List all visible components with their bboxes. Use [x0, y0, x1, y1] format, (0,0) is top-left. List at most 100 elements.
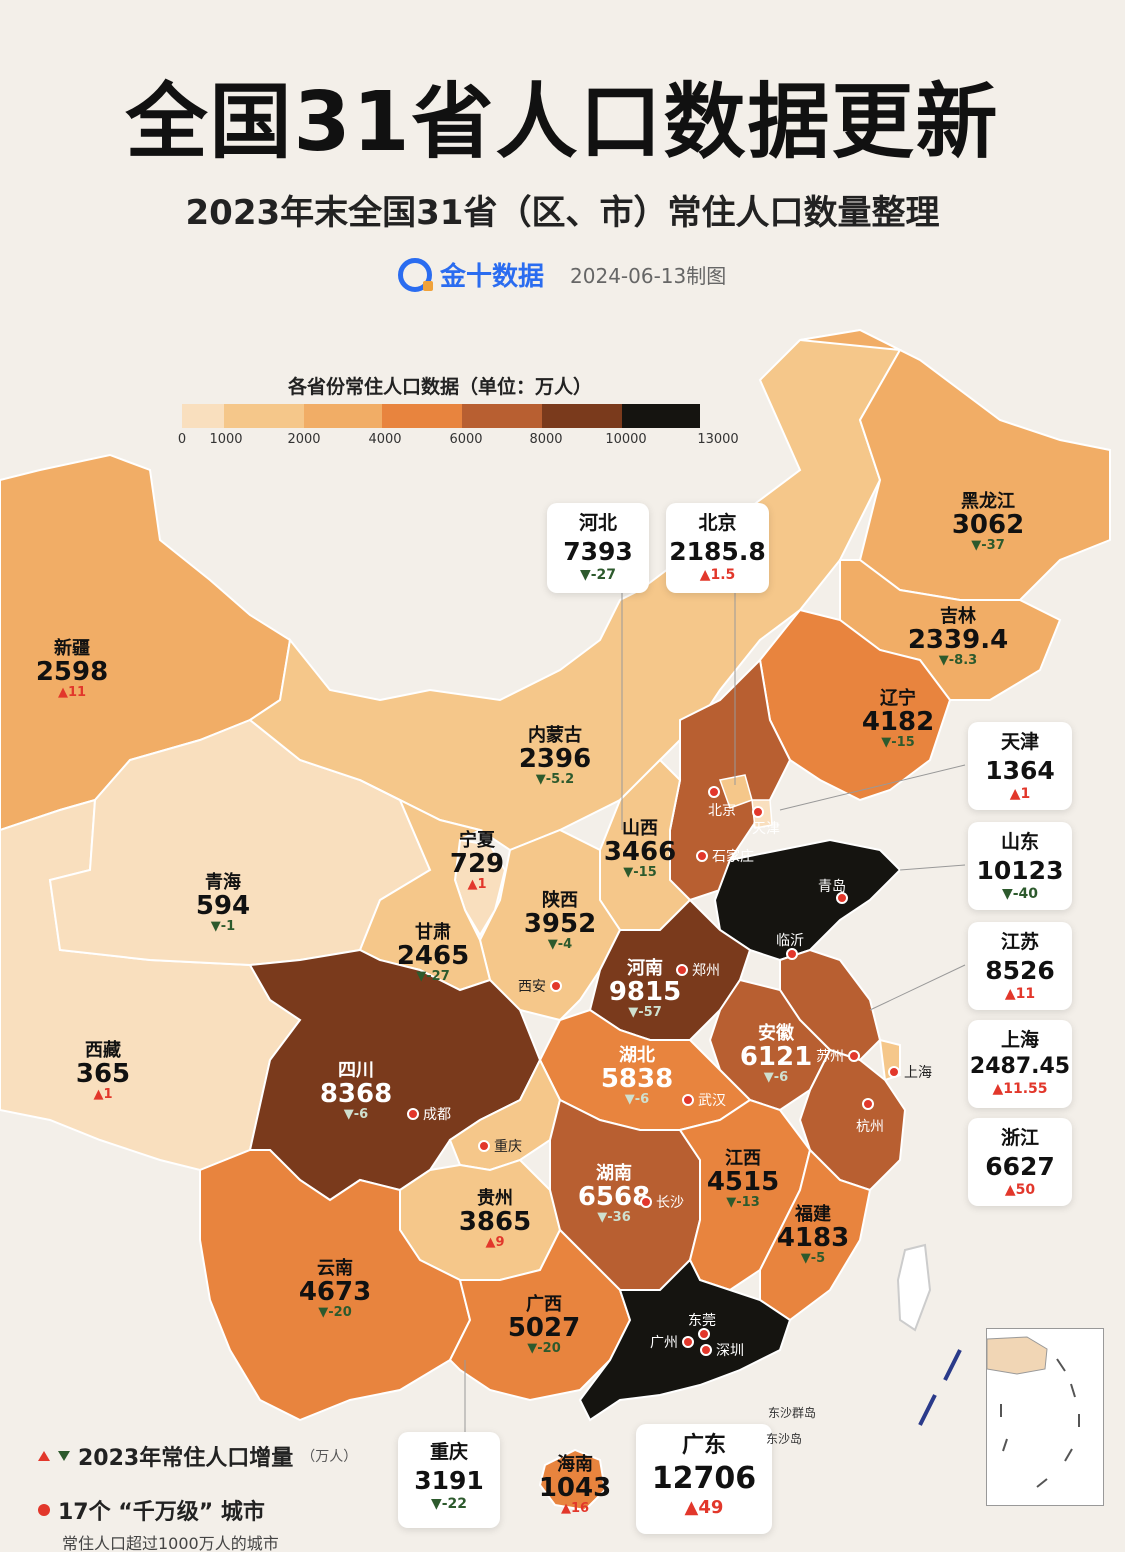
province-label-xizang: 西藏 365 ▲1 [75, 1041, 131, 1103]
province-name: 陕西 [542, 890, 578, 911]
legend-tick: 10000 [605, 432, 647, 447]
city-beijing-label: 北京 [708, 803, 736, 819]
province-name: 湖南 [596, 1163, 632, 1184]
city-chongqing: 重庆 [478, 1136, 522, 1156]
province-value: 6627 [985, 1151, 1055, 1181]
province-change: ▼-22 [430, 1496, 468, 1513]
city-hangzhou: 杭州 [856, 1119, 884, 1135]
leader-line-tianjin [779, 764, 966, 811]
province-value: 5027 [507, 1312, 581, 1343]
callout-guangdong: 广东 12706 ▲49 [636, 1424, 772, 1534]
province-change: ▼-20 [527, 1341, 561, 1357]
province-change: ▲11 [57, 685, 87, 701]
province-change: ▼-4 [547, 937, 573, 953]
province-change: ▲11 [1004, 986, 1036, 1003]
region-fujian [759, 1148, 872, 1322]
province-change: ▼-37 [971, 538, 1005, 554]
province-value: 729 [449, 848, 505, 879]
province-change: ▼-20 [318, 1305, 352, 1321]
province-change: ▲16 [560, 1501, 590, 1517]
province-change: ▼-15 [623, 865, 657, 881]
legend-ticks: 0 1000 2000 4000 6000 8000 10000 13000 [170, 432, 750, 452]
province-name: 天津 [1000, 731, 1039, 753]
province-name: 河北 [578, 512, 617, 534]
province-change: ▼-13 [726, 1195, 760, 1211]
city-chengdu: 成都 [407, 1104, 451, 1124]
province-change: ▼-1 [210, 919, 236, 935]
increase-unit: （万人） [301, 1449, 358, 1465]
province-name: 江西 [725, 1148, 761, 1169]
page-subtitle: 2023年末全国31省（区、市）常住人口数量整理 [185, 193, 940, 233]
province-name: 上海 [1000, 1029, 1039, 1051]
province-value: 4673 [298, 1276, 372, 1307]
province-value: 4182 [861, 706, 935, 737]
megacity-note: 常住人口超过1000万人的城市 [62, 1534, 279, 1552]
legend-swatch [182, 404, 224, 428]
city-dot-icon [682, 1336, 694, 1348]
city-changsha: 长沙 [640, 1192, 684, 1212]
province-label-jiangxi: 江西 4515 ▼-13 [707, 1148, 779, 1211]
province-change: ▲1 [93, 1087, 113, 1103]
province-value: 12706 [651, 1461, 757, 1497]
city-qingdao: 青岛 [818, 879, 846, 895]
province-change: ▲1.5 [699, 567, 736, 584]
province-value: 4183 [776, 1222, 850, 1253]
region-hainan [538, 1448, 607, 1512]
province-label-heilongjiang: 黑龙江 3062 ▼-37 [951, 492, 1025, 554]
increase-up-icon [38, 1451, 50, 1461]
increase-label: 2023年常住人口增量 [78, 1446, 294, 1471]
city-dongguan-marker [698, 1328, 710, 1340]
province-name: 河南 [627, 958, 663, 979]
province-label-liaoning: 辽宁 4182 ▼-15 [861, 689, 935, 750]
leader-line-jiangsu [869, 964, 966, 1011]
label-dongsha-islands: 东沙群岛 [768, 1406, 817, 1420]
city-dot-icon [478, 1140, 490, 1152]
city-dot-icon [696, 850, 708, 862]
province-value: 2185.8 [669, 536, 766, 566]
province-value: 6568 [577, 1181, 651, 1212]
province-value: 9815 [608, 976, 682, 1007]
legend-tick: 4000 [368, 432, 402, 447]
brand: 金十数据 2024-06-13制图 [398, 256, 726, 293]
province-value: 3466 [603, 836, 677, 867]
province-change: ▼-6 [343, 1107, 369, 1123]
province-value: 2487.45 [969, 1053, 1071, 1079]
province-label-ningxia: 宁夏 729 ▲1 [449, 831, 505, 892]
province-label-shaanxi: 陕西 3952 ▼-4 [524, 890, 596, 953]
city-dot-icon [550, 980, 562, 992]
province-change: ▲1 [1009, 786, 1031, 803]
province-label-yunnan: 云南 4673 ▼-20 [298, 1259, 372, 1321]
province-value: 2598 [35, 656, 109, 687]
province-change: ▲50 [1004, 1182, 1036, 1199]
province-label-jilin: 吉林 2339.4 ▼-8.3 [908, 606, 1008, 668]
city-dot-icon [786, 948, 798, 960]
province-name: 福建 [795, 1204, 831, 1225]
province-value: 10123 [976, 855, 1064, 885]
chart-date: 2024-06-13制图 [570, 264, 727, 288]
province-name: 江苏 [1000, 931, 1039, 953]
megacity-label: 17个 “千万级” 城市 [58, 1500, 265, 1525]
province-value: 365 [75, 1058, 131, 1089]
brand-name: 金十数据 [440, 262, 545, 292]
province-name: 山东 [1000, 831, 1039, 853]
province-change: ▼-5.2 [535, 772, 575, 788]
region-heilongjiang [799, 328, 1111, 601]
province-name: 广西 [526, 1294, 562, 1315]
city-dot-icon [676, 964, 688, 976]
city-dot-icon [407, 1108, 419, 1120]
province-change: ▼-40 [1001, 886, 1039, 903]
province-label-fujian: 福建 4183 ▼-5 [776, 1204, 850, 1266]
city-wuhan: 武汉 [682, 1090, 726, 1110]
province-name: 新疆 [54, 638, 90, 659]
province-change: ▲9 [485, 1235, 505, 1251]
province-name: 广东 [681, 1433, 726, 1458]
province-name: 甘肃 [415, 922, 451, 943]
province-name: 吉林 [940, 606, 976, 627]
legend-tick: 6000 [449, 432, 483, 447]
province-value: 3062 [951, 509, 1025, 540]
callout-tianjin: 天津 1364 ▲1 [968, 722, 1072, 810]
province-change: ▼-6 [763, 1070, 789, 1086]
province-value: 7393 [563, 536, 633, 566]
